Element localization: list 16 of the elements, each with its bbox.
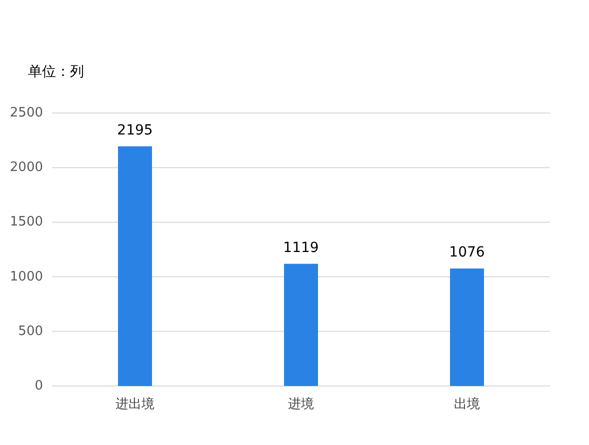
y-tick-label: 500 bbox=[18, 324, 43, 339]
y-tick-label: 2000 bbox=[10, 160, 43, 176]
y-tick-label: 1500 bbox=[10, 214, 43, 230]
bar bbox=[450, 268, 484, 386]
y-tick-label: 1000 bbox=[10, 269, 43, 284]
bar bbox=[284, 264, 318, 386]
x-tick-label: 进出境 bbox=[116, 396, 154, 412]
x-tick-label: 进境 bbox=[288, 396, 314, 412]
y-tick-label: 0 bbox=[34, 378, 43, 394]
data-label: 1119 bbox=[283, 240, 319, 256]
x-tick-label: 出境 bbox=[454, 396, 480, 412]
data-label: 2195 bbox=[117, 122, 153, 138]
data-label: 1076 bbox=[449, 244, 485, 260]
y-tick-label: 2500 bbox=[10, 106, 43, 120]
text: 单位：列 bbox=[28, 64, 84, 80]
bar bbox=[118, 146, 152, 386]
